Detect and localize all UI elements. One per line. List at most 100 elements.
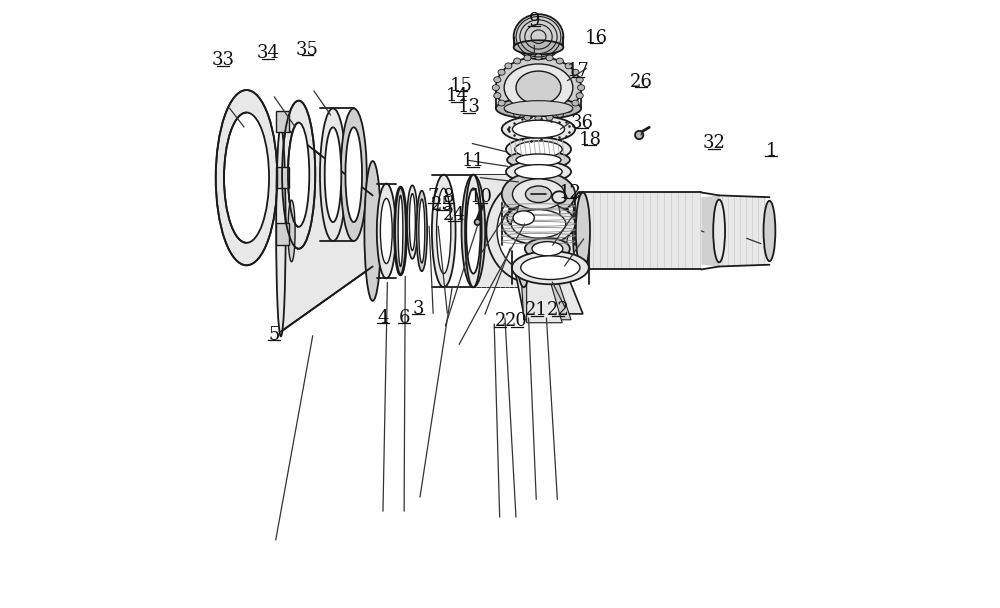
Polygon shape [473,174,524,287]
Text: 10: 10 [470,188,493,206]
Ellipse shape [576,193,590,269]
Ellipse shape [465,174,482,287]
Ellipse shape [496,98,581,119]
Ellipse shape [496,57,581,119]
Ellipse shape [502,116,575,142]
Ellipse shape [494,92,501,98]
Text: 14: 14 [446,88,469,106]
Ellipse shape [288,200,295,262]
Ellipse shape [514,14,563,59]
Text: 20: 20 [505,312,528,330]
Ellipse shape [377,184,396,278]
Text: 1: 1 [765,142,777,159]
Ellipse shape [341,108,367,241]
Text: 33: 33 [211,52,234,69]
Polygon shape [521,266,571,320]
Text: 22: 22 [547,302,569,319]
Ellipse shape [514,58,521,64]
Text: 3: 3 [413,300,424,318]
Ellipse shape [515,141,562,157]
Ellipse shape [576,77,583,83]
Ellipse shape [525,238,570,260]
Ellipse shape [416,191,427,271]
Ellipse shape [572,69,579,75]
Ellipse shape [345,127,362,222]
Ellipse shape [498,100,505,106]
Ellipse shape [516,71,561,104]
Text: 21: 21 [525,302,548,319]
Ellipse shape [764,201,775,261]
Ellipse shape [492,85,499,91]
Ellipse shape [216,90,277,265]
Ellipse shape [432,174,456,287]
Text: 17: 17 [567,62,590,80]
Ellipse shape [502,203,575,244]
Ellipse shape [516,154,561,166]
Ellipse shape [572,100,579,106]
Ellipse shape [506,137,571,161]
Ellipse shape [282,101,315,249]
Ellipse shape [320,108,346,241]
Ellipse shape [556,111,563,117]
Ellipse shape [407,185,418,259]
Ellipse shape [556,58,563,64]
Ellipse shape [224,112,269,243]
Ellipse shape [532,241,563,256]
Ellipse shape [276,125,286,336]
Ellipse shape [576,92,583,98]
Ellipse shape [512,179,565,210]
Ellipse shape [398,195,403,266]
Ellipse shape [502,171,575,216]
Text: 32: 32 [703,134,726,152]
Ellipse shape [507,151,570,169]
Ellipse shape [515,174,532,287]
Text: 12: 12 [558,184,581,202]
Ellipse shape [713,199,725,262]
Polygon shape [701,195,719,266]
Text: 16: 16 [584,29,607,47]
Bar [276,167,289,188]
Text: 34: 34 [256,44,279,62]
Ellipse shape [546,55,553,61]
Ellipse shape [514,40,563,55]
Ellipse shape [507,207,540,229]
Ellipse shape [409,194,415,250]
Text: 11: 11 [462,153,485,170]
Ellipse shape [364,161,381,301]
Text: 18: 18 [579,131,602,149]
Ellipse shape [578,85,585,91]
Polygon shape [281,125,373,331]
Ellipse shape [380,198,392,263]
Ellipse shape [437,188,451,274]
Text: 7: 7 [428,188,439,206]
Ellipse shape [535,54,542,60]
Ellipse shape [288,123,309,227]
Ellipse shape [513,211,534,225]
Ellipse shape [514,111,521,117]
Text: 26: 26 [630,73,652,91]
Ellipse shape [466,188,480,274]
Bar [276,223,289,244]
Ellipse shape [535,116,542,122]
Text: 6: 6 [398,309,410,326]
Ellipse shape [524,55,531,61]
Ellipse shape [517,194,560,232]
Polygon shape [512,255,583,314]
Text: 8: 8 [443,188,454,206]
Ellipse shape [565,63,572,69]
Ellipse shape [497,190,568,272]
Text: 25: 25 [431,196,453,213]
Polygon shape [527,275,562,323]
Ellipse shape [512,251,589,285]
Ellipse shape [525,186,552,202]
Ellipse shape [505,63,512,69]
Ellipse shape [512,120,565,138]
Text: 35: 35 [296,41,319,59]
Text: 2: 2 [494,312,506,330]
Polygon shape [583,193,701,269]
Ellipse shape [494,77,501,83]
Ellipse shape [504,101,573,116]
Ellipse shape [504,64,573,111]
Ellipse shape [419,199,425,263]
Text: 13: 13 [458,98,481,116]
